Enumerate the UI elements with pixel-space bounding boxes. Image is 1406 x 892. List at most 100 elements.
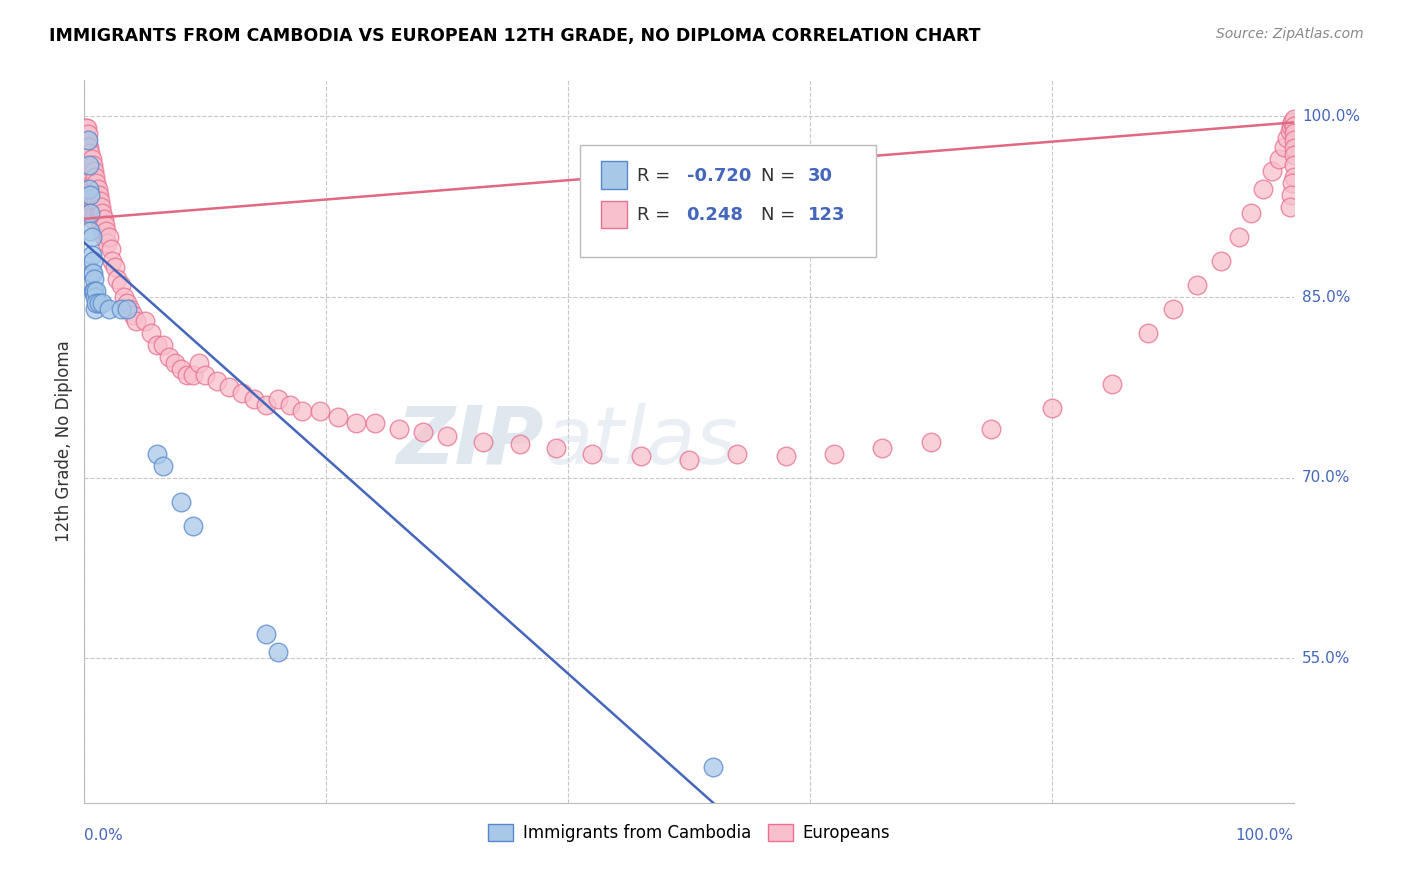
Point [76, 121, 98, 136]
Point [1279, 119, 1302, 133]
Point [170, 362, 193, 376]
Point [77, 182, 100, 196]
Text: atlas: atlas [544, 402, 738, 481]
Point [82, 211, 104, 226]
Point [725, 447, 748, 461]
Point [80, 152, 103, 166]
Point [86, 182, 108, 196]
Text: 123: 123 [807, 206, 845, 225]
Point [94, 224, 117, 238]
Point [1101, 376, 1123, 391]
Point [83, 200, 105, 214]
Point [80, 248, 103, 262]
Point [110, 277, 132, 292]
Point [93, 230, 115, 244]
Y-axis label: 12th Grade, No Diploma: 12th Grade, No Diploma [55, 341, 73, 542]
Point [79, 187, 101, 202]
Point [388, 423, 411, 437]
Point [181, 519, 204, 533]
Text: 100.0%: 100.0% [1236, 828, 1294, 843]
Point [89, 211, 111, 226]
Point [242, 392, 264, 407]
Point [1282, 119, 1305, 133]
Text: Source: ZipAtlas.com: Source: ZipAtlas.com [1216, 27, 1364, 41]
Point [1282, 112, 1305, 126]
Point [93, 211, 115, 226]
Point [1261, 163, 1284, 178]
Point [1209, 253, 1232, 268]
Point [77, 158, 100, 172]
Point [82, 253, 104, 268]
Point [1282, 141, 1305, 155]
Point [87, 296, 110, 310]
Point [472, 434, 495, 449]
Point [75, 121, 97, 136]
Point [86, 200, 108, 214]
Point [77, 139, 100, 153]
Point [84, 187, 107, 202]
Text: N =: N = [762, 167, 801, 185]
Point [1281, 115, 1303, 129]
Point [1253, 182, 1275, 196]
Point [110, 301, 132, 317]
Point [823, 447, 845, 461]
Legend: Immigrants from Cambodia, Europeans: Immigrants from Cambodia, Europeans [481, 817, 897, 848]
Point [267, 392, 290, 407]
Point [1240, 205, 1263, 219]
Point [76, 139, 98, 153]
Text: -0.720: -0.720 [686, 167, 751, 185]
Point [1161, 301, 1184, 317]
Point [79, 205, 101, 219]
Point [170, 494, 193, 508]
Point [176, 368, 198, 383]
Point [87, 205, 110, 219]
Text: 30: 30 [807, 167, 832, 185]
Point [121, 308, 143, 322]
Point [267, 645, 290, 659]
Text: R =: R = [637, 206, 676, 225]
Point [152, 338, 174, 352]
Text: 85.0%: 85.0% [1302, 290, 1350, 304]
Point [77, 176, 100, 190]
Text: R =: R = [637, 167, 676, 185]
Point [86, 176, 108, 190]
Point [125, 314, 148, 328]
Text: 100.0%: 100.0% [1302, 109, 1360, 124]
Point [97, 301, 120, 317]
Text: 55.0%: 55.0% [1302, 651, 1350, 665]
Point [82, 158, 104, 172]
Point [77, 139, 100, 153]
Point [83, 182, 105, 196]
Point [630, 449, 652, 463]
Point [218, 380, 240, 394]
Text: 0.248: 0.248 [686, 206, 744, 225]
Bar [600, 201, 627, 228]
Point [1278, 200, 1301, 214]
Point [112, 290, 135, 304]
Point [1279, 187, 1302, 202]
Point [80, 169, 103, 184]
Point [509, 437, 531, 451]
Point [79, 200, 101, 214]
Point [86, 194, 108, 208]
Point [77, 158, 100, 172]
Point [96, 235, 118, 250]
Point [1282, 126, 1305, 140]
Point [254, 627, 277, 641]
Point [134, 314, 156, 328]
Point [84, 301, 107, 317]
Point [115, 301, 138, 317]
Point [83, 163, 105, 178]
Point [1040, 401, 1063, 415]
Point [581, 447, 603, 461]
Point [920, 434, 942, 449]
Point [1282, 158, 1305, 172]
Point [82, 194, 104, 208]
Point [188, 356, 211, 370]
Point [254, 398, 277, 412]
Bar [600, 161, 627, 189]
Point [79, 182, 101, 196]
Point [412, 425, 434, 439]
Point [94, 218, 117, 232]
Point [90, 200, 112, 214]
